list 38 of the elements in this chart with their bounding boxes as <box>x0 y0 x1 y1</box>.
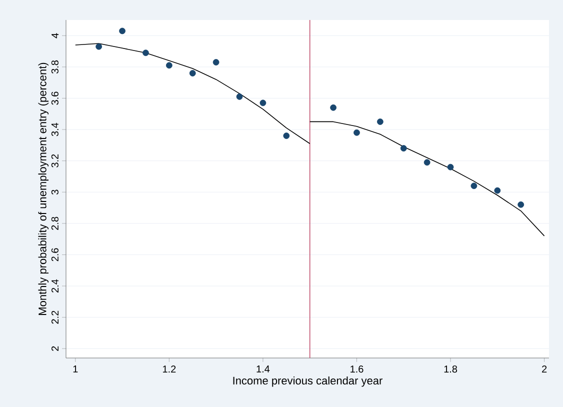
y-tick-label: 3.6 <box>51 92 58 105</box>
x-tick-label: 1.8 <box>444 366 458 373</box>
y-tick-label: 4 <box>52 33 58 38</box>
x-tick-label: 1.2 <box>162 366 176 372</box>
x-tick-label: 1 <box>73 366 78 372</box>
y-tick-label: 2.6 <box>51 248 58 262</box>
x-tick-label: 1.6 <box>350 366 364 373</box>
point <box>260 100 266 106</box>
point <box>119 28 126 34</box>
y-tick-label: 2.4 <box>51 279 58 292</box>
y-tick-label: 3.4 <box>51 122 58 136</box>
point <box>236 93 243 100</box>
x-axis-title: Income previous calendar year <box>233 376 382 387</box>
point <box>166 62 172 69</box>
point <box>354 129 360 136</box>
point <box>376 118 384 125</box>
point <box>212 59 220 66</box>
point <box>470 182 478 190</box>
point <box>283 132 290 139</box>
y-tick-label: 2.2 <box>51 310 58 324</box>
point <box>330 104 336 111</box>
y-tick-label: 2 <box>51 346 58 351</box>
point <box>189 70 196 76</box>
x-tick-label: 2 <box>542 366 547 372</box>
y-axis-title: Monthly probability of unemployment entry (percent) <box>38 62 49 315</box>
point <box>400 145 407 152</box>
point <box>96 43 102 50</box>
line-series <box>74 43 310 144</box>
y-tick-label: 2.8 <box>51 216 58 230</box>
point <box>494 187 501 194</box>
point <box>424 159 430 166</box>
point <box>447 164 454 170</box>
y-tick-label: 3 <box>51 190 58 195</box>
point <box>518 201 524 208</box>
y-tick-label: 3.8 <box>51 60 58 74</box>
point <box>142 50 149 56</box>
y-tick-label: 3.2 <box>51 154 58 168</box>
x-tick-label: 1.4 <box>256 366 270 372</box>
